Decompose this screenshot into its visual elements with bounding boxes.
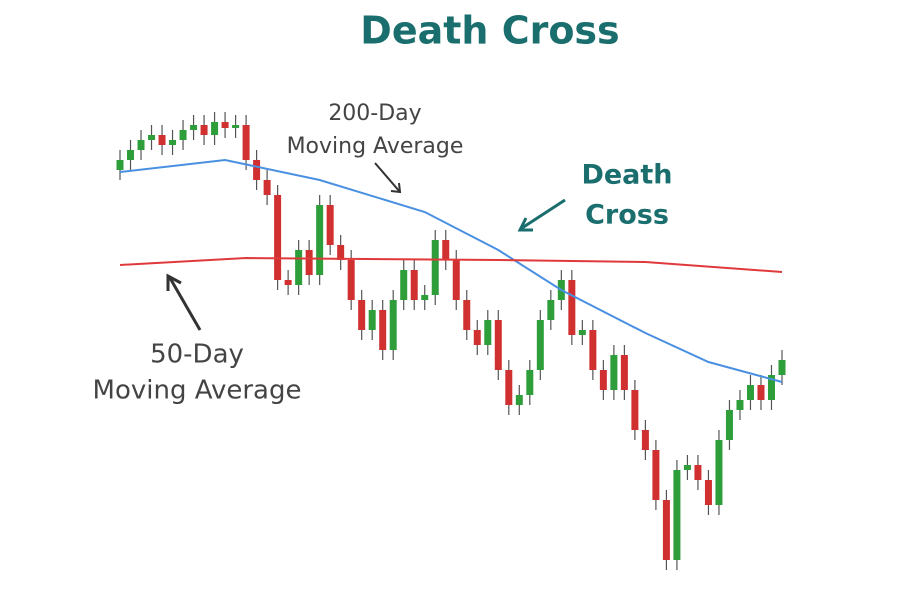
candle-body — [347, 260, 355, 300]
candle-body — [494, 320, 502, 370]
candle-body — [179, 130, 187, 140]
candle-body — [442, 240, 450, 260]
candle-body — [526, 370, 534, 395]
candle-body — [200, 125, 208, 135]
candle-body — [473, 330, 481, 345]
candle-body — [284, 280, 292, 285]
candle-body — [116, 160, 124, 170]
candle-body — [410, 270, 418, 300]
candle-body — [158, 135, 166, 145]
candle-body — [463, 300, 471, 330]
annotation: 50-Day — [150, 340, 244, 370]
candle-body — [652, 450, 660, 500]
candle-body — [694, 465, 702, 480]
arrow — [521, 198, 566, 230]
candle-body — [778, 360, 786, 375]
chart-title: Death Cross — [360, 9, 619, 53]
candle-body — [452, 260, 460, 300]
arrow — [168, 277, 202, 331]
candle-body — [221, 122, 229, 128]
candle-body — [578, 330, 586, 335]
candle-body — [736, 400, 744, 410]
candle-body — [368, 310, 376, 330]
candle-body — [725, 410, 733, 440]
annotation: Death — [581, 160, 672, 191]
candle-body — [715, 440, 723, 505]
candle-body — [127, 150, 135, 160]
candle-body — [337, 245, 345, 260]
candle-body — [631, 390, 639, 430]
candle-body — [547, 300, 555, 320]
candle-body — [211, 122, 219, 135]
annotation: Moving Average — [287, 134, 464, 159]
arrow-head — [390, 182, 402, 194]
candle-body — [484, 320, 492, 345]
candle-body — [274, 195, 282, 280]
annotation: 200-Day — [328, 101, 421, 126]
annotation: Cross — [585, 200, 669, 231]
candle-body — [620, 355, 628, 390]
candle-body — [767, 375, 775, 400]
candle-body — [599, 370, 607, 390]
candle-body — [148, 135, 156, 140]
candle-body — [190, 125, 198, 130]
arrow-head — [517, 217, 533, 232]
candle-body — [421, 295, 429, 300]
candle-body — [316, 205, 324, 275]
candle-body — [536, 320, 544, 370]
candle-body — [757, 385, 765, 400]
candle-body — [295, 250, 303, 285]
candle-body — [610, 355, 618, 390]
arrows — [166, 162, 566, 331]
candle-body — [505, 370, 513, 405]
candle-body — [568, 280, 576, 335]
candle-body — [253, 160, 261, 180]
candle-body — [263, 180, 271, 195]
annotation: Moving Average — [93, 376, 302, 406]
candle-body — [641, 430, 649, 450]
candle-body — [683, 465, 691, 470]
candle-body — [379, 310, 387, 350]
arrow-head — [166, 273, 182, 291]
candle-body — [242, 125, 250, 160]
candle-body — [704, 480, 712, 505]
candle-body — [662, 500, 670, 560]
moving-average-line — [119, 256, 783, 273]
candle-body — [431, 240, 439, 295]
candle-body — [589, 330, 597, 370]
arrow — [374, 162, 401, 193]
candle-body — [746, 385, 754, 400]
candle-body — [137, 140, 145, 150]
candle-body — [515, 395, 523, 405]
candle-body — [673, 470, 681, 560]
candle-body — [400, 270, 408, 300]
candle-body — [305, 250, 313, 275]
candle-body — [232, 125, 240, 128]
candle-body — [326, 205, 334, 245]
candle-body — [169, 140, 177, 145]
candle-body — [358, 300, 366, 330]
candle-body — [389, 300, 397, 350]
moving-average-line — [119, 158, 783, 383]
